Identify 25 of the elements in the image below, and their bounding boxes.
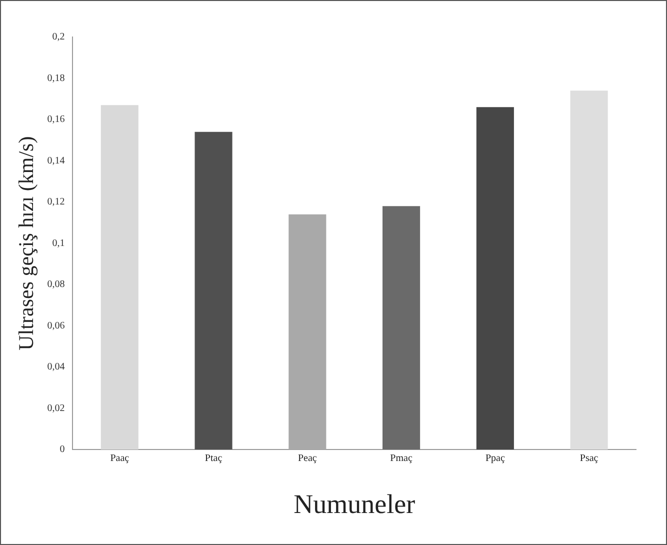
bar [382, 206, 420, 450]
x-tick-label: Psaç [580, 453, 599, 464]
x-tick-label: Ptaç [204, 453, 223, 464]
bar [476, 107, 514, 450]
x-tick-label: Peaç [298, 453, 318, 464]
y-tick-label: 0,08 [47, 279, 65, 290]
y-tick-label: 0,04 [47, 362, 65, 373]
y-tick-label: 0,02 [47, 402, 65, 414]
y-tick-label: 0,18 [47, 72, 65, 84]
bar [194, 132, 232, 450]
y-tick-label: 0,1 [52, 238, 65, 249]
x-tick-label: Paaç [110, 453, 130, 464]
bar [100, 105, 138, 450]
y-tick-label: 0,12 [47, 196, 65, 208]
y-tick-label: 0 [60, 444, 65, 456]
y-tick-label: 0,2 [52, 32, 65, 43]
y-tick-label: 0,14 [47, 155, 65, 166]
x-tick-label: Pmaç [390, 453, 413, 464]
y-tick-label: 0,06 [47, 320, 65, 332]
y-axis-title: Ultrases geçiş hızı (km/s) [14, 136, 38, 350]
y-tick-label: 0,16 [47, 114, 65, 126]
x-tick-label: Ppaç [485, 453, 506, 464]
x-axis-title: Numuneler [294, 488, 416, 519]
bar [288, 214, 326, 450]
bar [570, 90, 608, 450]
